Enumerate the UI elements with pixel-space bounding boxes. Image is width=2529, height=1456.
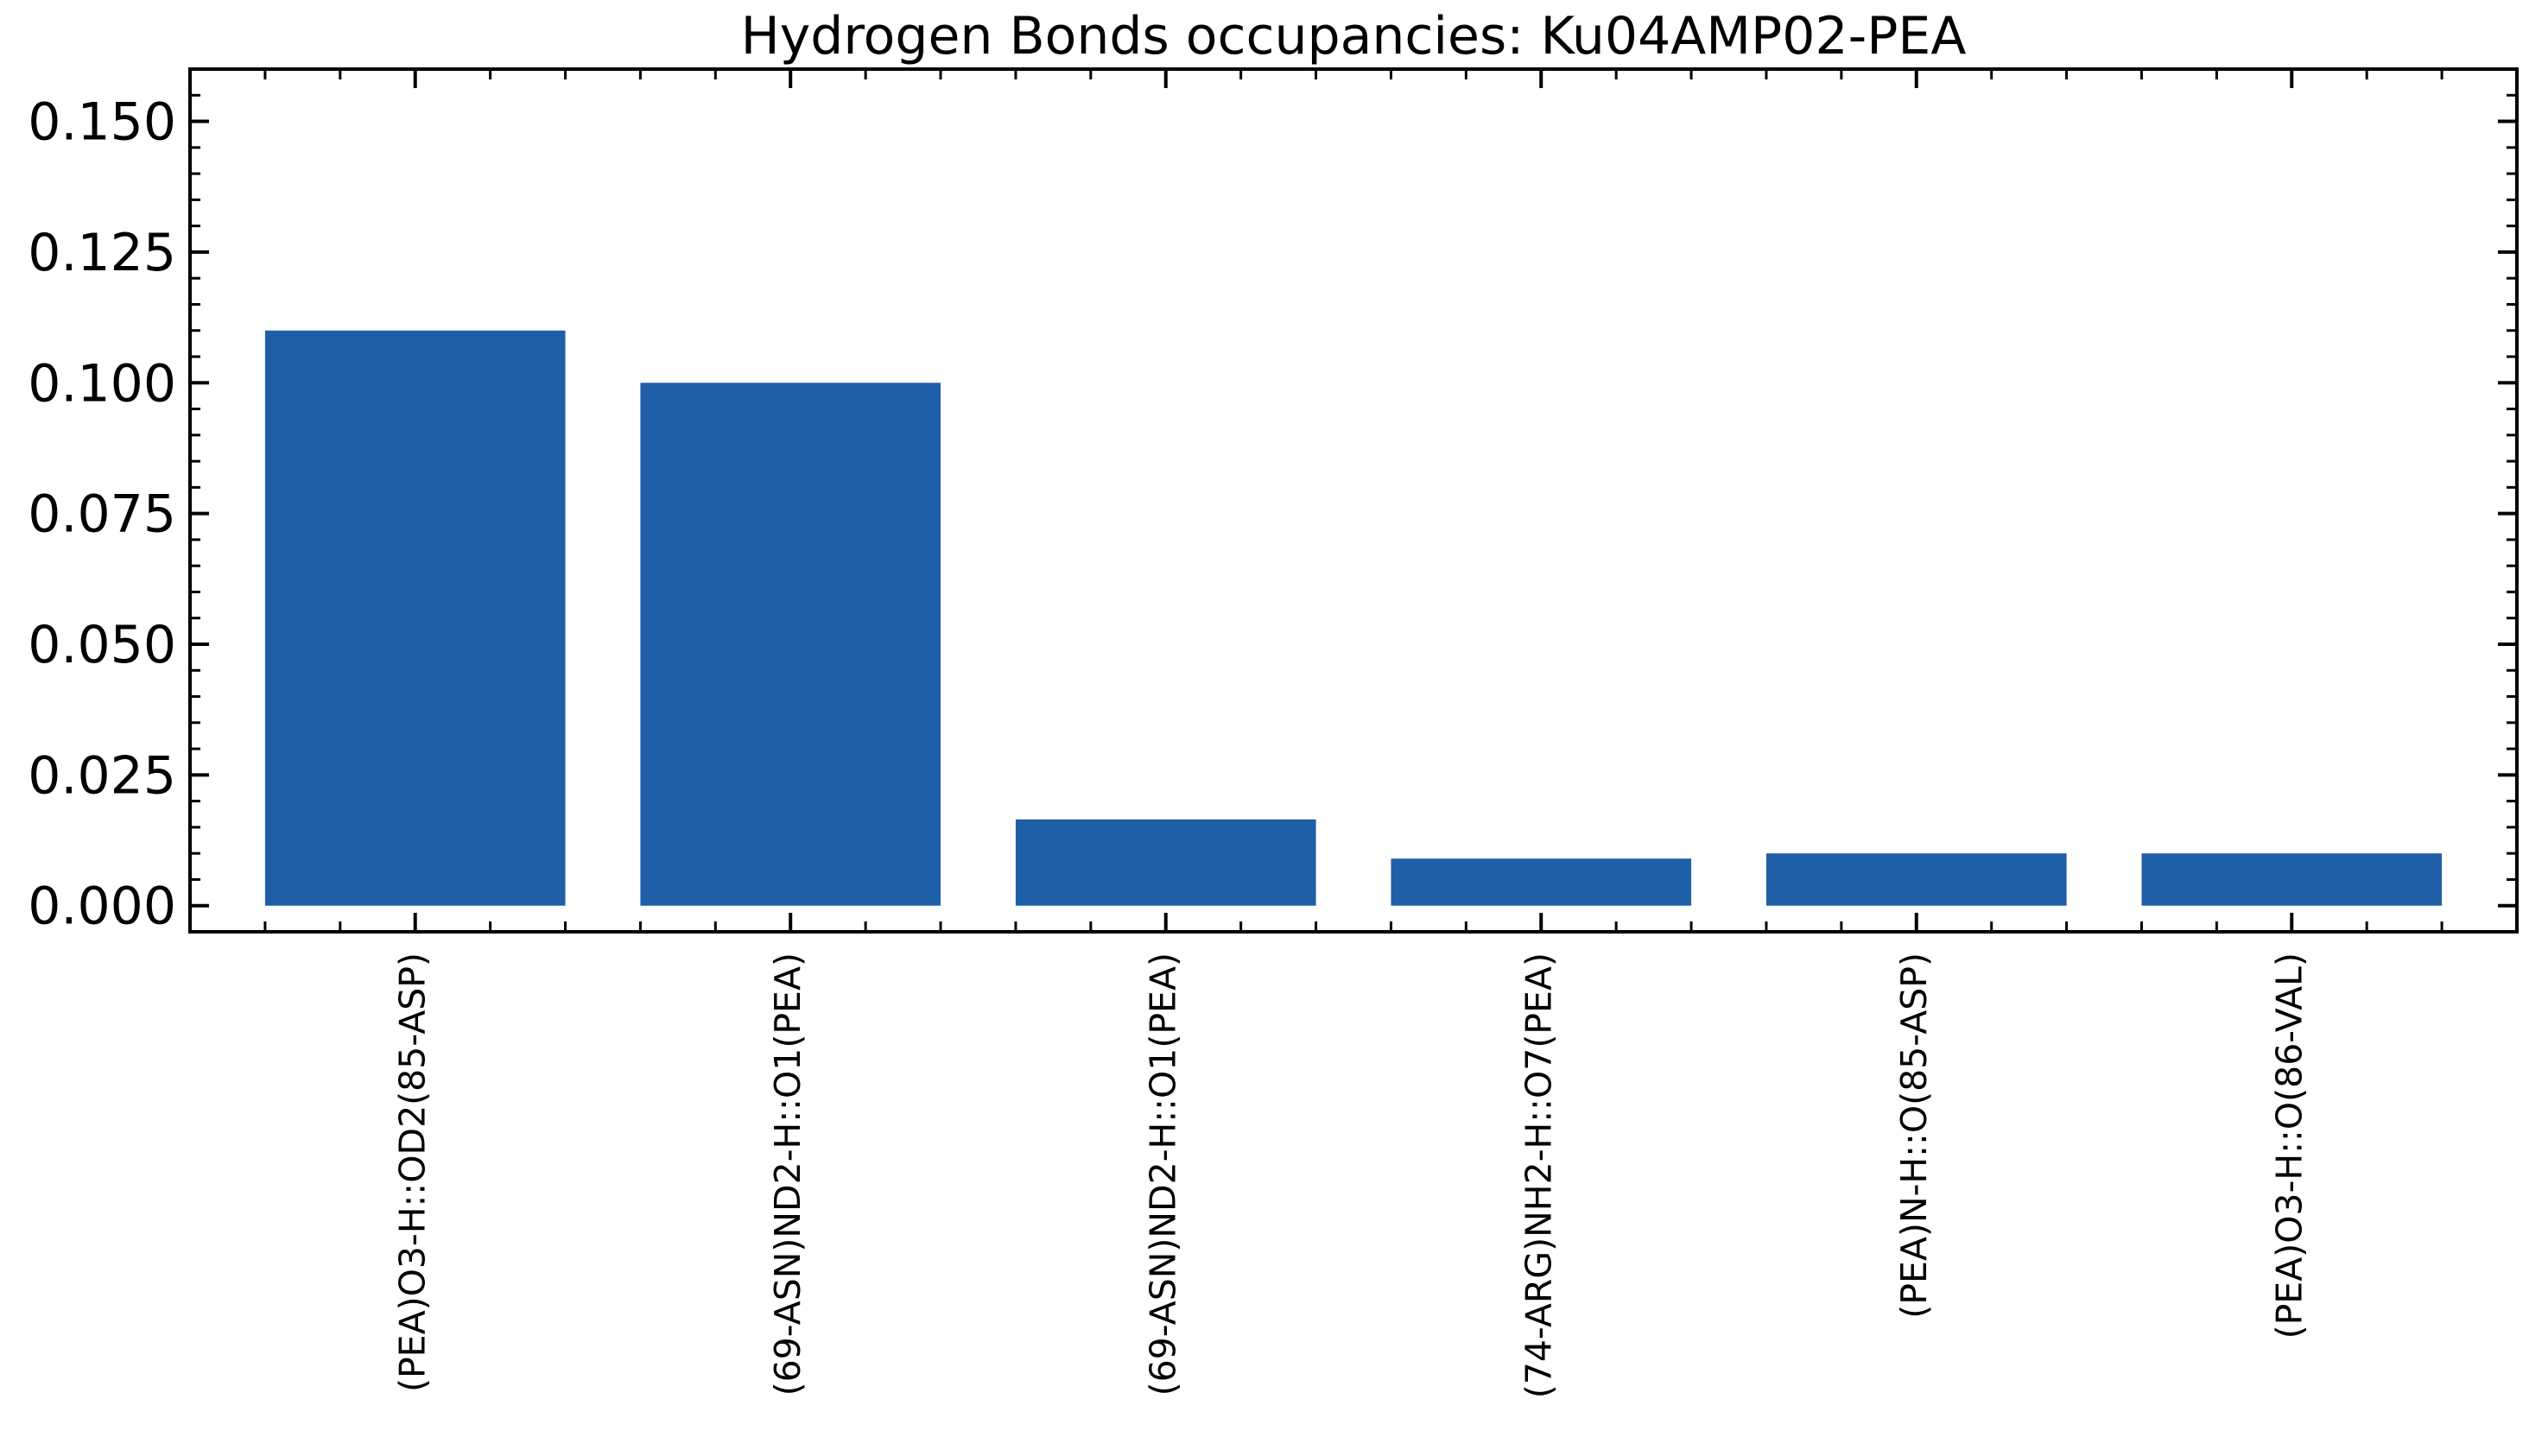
chart-title: Hydrogen Bonds occupancies: Ku04AMP02-PE… (741, 6, 1967, 66)
bars-layer (264, 330, 2443, 906)
xtick-label: (PEA)O3-H::O(86-VAL) (2268, 953, 2310, 1339)
bar (1765, 853, 2067, 906)
xtick-label: (74-ARG)NH2-H::O7(PEA) (1518, 953, 1559, 1398)
bar (2141, 853, 2443, 906)
xtick-label: (PEA)O3-H::OD2(85-ASP) (392, 953, 434, 1392)
ytick-label: 0.100 (28, 353, 176, 414)
xtick-label: (69-ASN)ND2-H::O1(PEA) (1143, 953, 1184, 1396)
bar (1015, 819, 1316, 906)
xtick-label: (69-ASN)ND2-H::O1(PEA) (767, 953, 808, 1396)
axes-layer: 0.000 0.025 0.050 0.075 0.100 0.125 0.150 (PEA)… (28, 67, 2517, 1398)
bar (264, 330, 566, 906)
xtick-label: (PEA)N-H::O(85-ASP) (1893, 953, 1935, 1319)
ytick-label: 0.125 (28, 223, 176, 283)
plot-frame (188, 67, 2519, 934)
bar (640, 383, 941, 906)
bar (1391, 858, 1692, 906)
ytick-label: 0.075 (28, 484, 176, 545)
ytick-label: 0.050 (28, 615, 176, 675)
ytick-label: 0.150 (28, 92, 176, 153)
ytick-label: 0.000 (28, 877, 176, 937)
ytick-label: 0.025 (28, 745, 176, 806)
